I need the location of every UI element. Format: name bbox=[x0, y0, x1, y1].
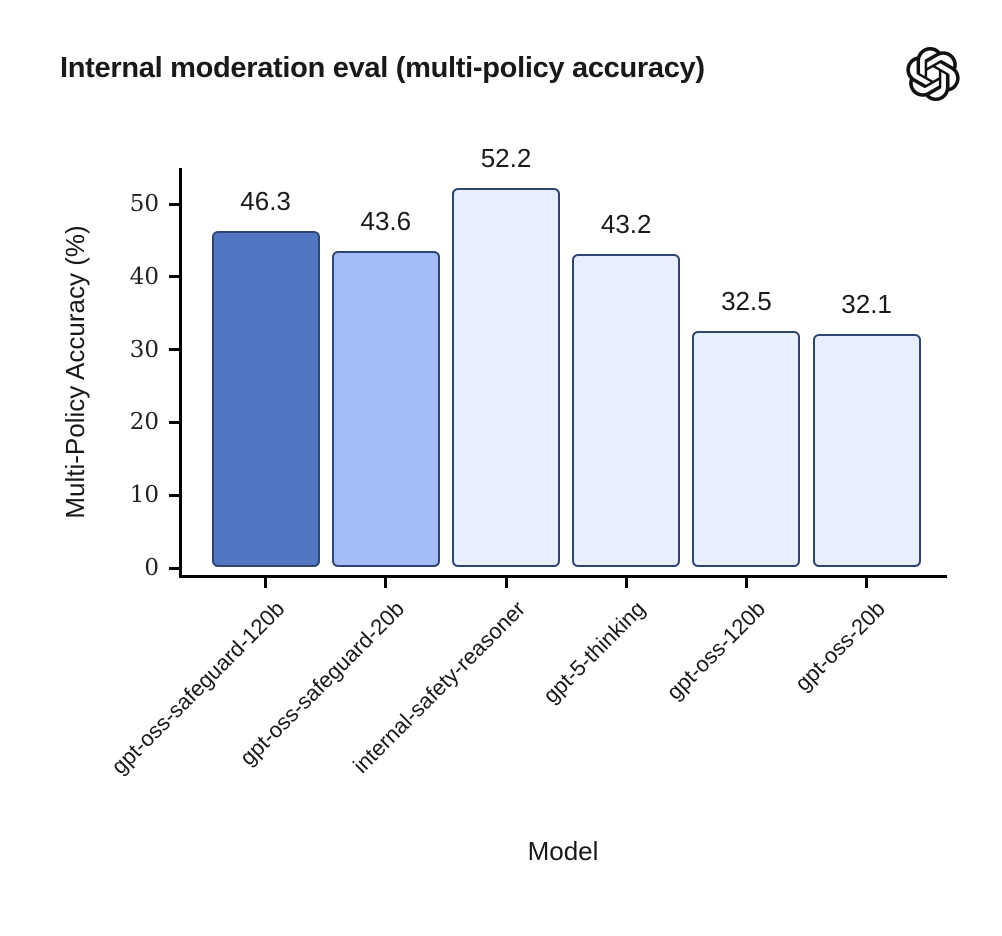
bar bbox=[331, 250, 440, 567]
y-tick-label: 30 bbox=[129, 336, 159, 363]
x-tick bbox=[384, 578, 388, 588]
y-tick-label: 20 bbox=[129, 409, 159, 436]
y-tick-label: 50 bbox=[129, 191, 159, 217]
x-tick-label: gpt-oss-120b bbox=[661, 596, 771, 705]
bar-value-label: 32.5 bbox=[721, 286, 772, 317]
y-tick-label: 10 bbox=[129, 482, 159, 509]
openai-logo-icon bbox=[906, 47, 960, 102]
y-axis-title: Multi-Policy Accuracy (%) bbox=[60, 225, 90, 519]
y-tick bbox=[169, 493, 179, 497]
bar bbox=[211, 230, 320, 567]
y-tick bbox=[169, 420, 179, 424]
x-axis-spine bbox=[179, 575, 947, 578]
x-tick-label: gpt-oss-20b bbox=[790, 596, 891, 696]
y-tick-label: 40 bbox=[129, 263, 159, 290]
x-tick bbox=[264, 578, 268, 588]
bar-value-label: 32.1 bbox=[841, 289, 892, 320]
bar bbox=[812, 334, 921, 567]
page-title: Internal moderation eval (multi-policy a… bbox=[60, 52, 705, 84]
y-tick bbox=[169, 566, 179, 570]
bar bbox=[572, 253, 681, 567]
x-tick bbox=[744, 578, 748, 588]
x-tick bbox=[504, 578, 508, 588]
y-tick bbox=[169, 202, 179, 206]
y-tick-label: 0 bbox=[144, 555, 159, 581]
bar-value-label: 43.2 bbox=[600, 208, 652, 239]
x-tick bbox=[624, 578, 628, 588]
bar-value-label: 52.2 bbox=[480, 142, 532, 173]
x-axis-title: Model bbox=[527, 836, 599, 866]
bar bbox=[692, 331, 801, 567]
x-tick-label: gpt-5-thinking bbox=[537, 596, 650, 708]
y-axis-spine bbox=[179, 168, 182, 578]
bar-value-label: 46.3 bbox=[240, 185, 291, 216]
y-tick bbox=[169, 275, 179, 279]
bar bbox=[452, 187, 560, 567]
x-tick bbox=[865, 578, 869, 588]
bar-value-label: 43.6 bbox=[360, 205, 412, 236]
y-tick bbox=[169, 348, 179, 352]
